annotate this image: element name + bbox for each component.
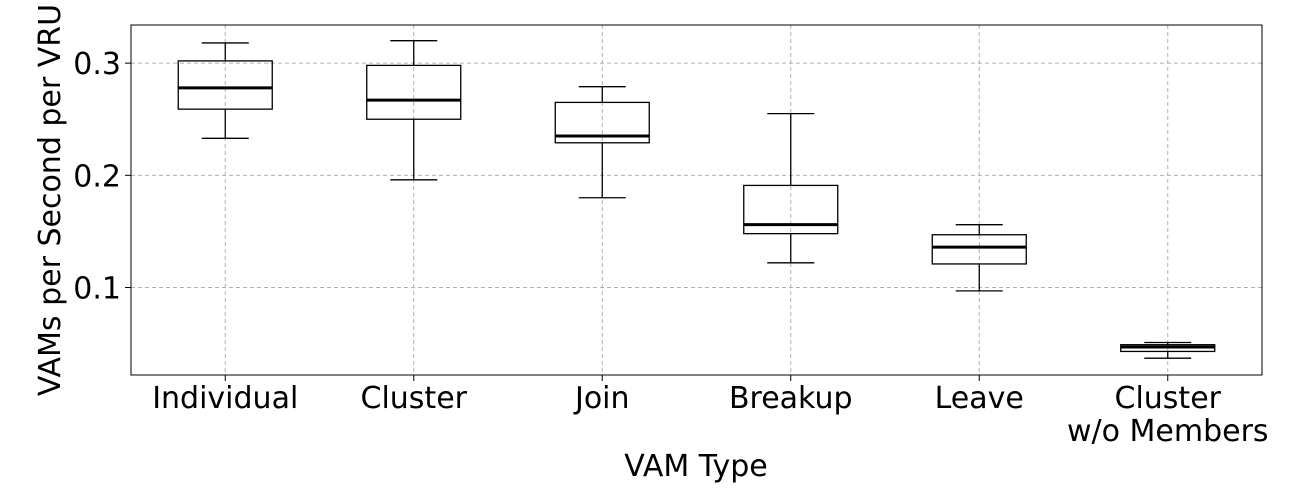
x-tick-label: Leave — [935, 381, 1024, 416]
iqr-box — [743, 184, 839, 235]
boxes — [177, 40, 1216, 359]
y-tick-label: 0.1 — [73, 272, 121, 307]
x-axis-label: VAM Type — [624, 449, 767, 484]
grid-lines — [131, 25, 1262, 375]
iqr-box — [177, 60, 273, 110]
iqr-box — [366, 64, 462, 120]
box-group — [931, 224, 1027, 292]
x-tick-label: Breakup — [729, 381, 853, 416]
box-group — [177, 42, 273, 139]
x-tick-label: Individual — [152, 381, 298, 416]
x-tick-label-line: Leave — [935, 381, 1024, 416]
x-tick-label-line: Join — [573, 381, 630, 416]
y-axis-label: VAMs per Second per VRU — [33, 4, 68, 396]
x-tick-label-line: Breakup — [729, 381, 853, 416]
x-tick-label: Join — [573, 381, 630, 416]
x-tick-label-line: Cluster — [1115, 381, 1222, 416]
x-tick-label: Cluster — [361, 381, 468, 416]
box-group — [1120, 341, 1216, 359]
box-group — [366, 40, 462, 181]
box-group — [743, 112, 839, 264]
x-tick-label: Cluster w/o Members — [1067, 381, 1269, 449]
x-tick-label-line: Individual — [152, 381, 298, 416]
box-group — [554, 86, 650, 199]
x-tick-label-line: Cluster — [361, 381, 468, 416]
axis-ticks: 0.1 0.2 0.3 Individual Cluster Join Breakup Lea… — [73, 47, 1268, 449]
y-tick-label: 0.3 — [73, 47, 121, 82]
x-tick-label-line: w/o Members — [1067, 414, 1269, 449]
y-tick-label: 0.2 — [73, 159, 121, 194]
iqr-box — [931, 234, 1027, 265]
iqr-box — [554, 101, 650, 144]
plot-area-frame — [130, 24, 1263, 376]
